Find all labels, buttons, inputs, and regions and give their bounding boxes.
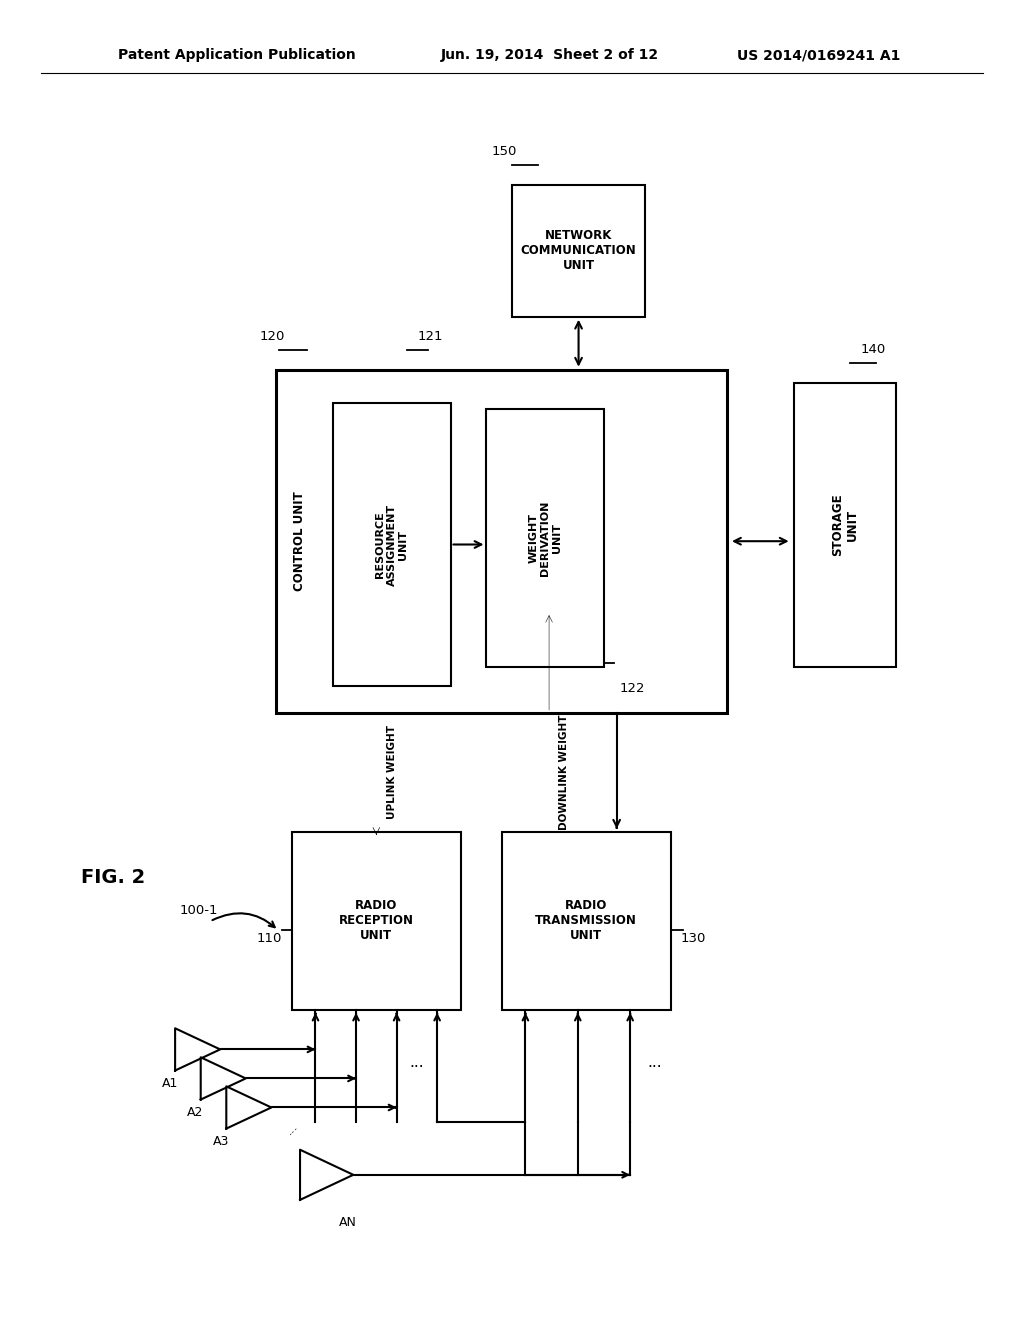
Text: FIG. 2: FIG. 2 <box>81 869 144 887</box>
Text: CONTROL UNIT: CONTROL UNIT <box>293 491 305 591</box>
Polygon shape <box>300 1150 353 1200</box>
Text: 130: 130 <box>681 932 707 945</box>
Bar <box>486 409 604 667</box>
Polygon shape <box>201 1057 246 1100</box>
Text: RADIO
TRANSMISSION
UNIT: RADIO TRANSMISSION UNIT <box>536 899 637 942</box>
Text: 121: 121 <box>418 330 442 343</box>
Text: Patent Application Publication: Patent Application Publication <box>118 49 355 62</box>
Text: 100-1: 100-1 <box>179 904 218 917</box>
Polygon shape <box>226 1086 271 1129</box>
Bar <box>292 832 461 1010</box>
Text: Jun. 19, 2014  Sheet 2 of 12: Jun. 19, 2014 Sheet 2 of 12 <box>440 49 658 62</box>
Polygon shape <box>175 1028 220 1071</box>
Bar <box>333 403 451 686</box>
Text: ...: ... <box>410 1055 424 1071</box>
Text: 150: 150 <box>492 145 517 158</box>
Text: A3: A3 <box>213 1135 229 1148</box>
Text: AN: AN <box>339 1216 357 1229</box>
Text: US 2014/0169241 A1: US 2014/0169241 A1 <box>737 49 901 62</box>
Text: 110: 110 <box>256 932 282 945</box>
Text: RESOURCE
ASSIGNMENT
UNIT: RESOURCE ASSIGNMENT UNIT <box>375 503 409 586</box>
Text: 140: 140 <box>860 343 886 356</box>
Text: UPLINK WEIGHT: UPLINK WEIGHT <box>387 725 396 820</box>
Bar <box>794 383 896 667</box>
Text: DOWNLINK WEIGHT: DOWNLINK WEIGHT <box>559 714 569 830</box>
Text: A2: A2 <box>187 1106 204 1119</box>
Text: A1: A1 <box>162 1077 178 1090</box>
Bar <box>512 185 645 317</box>
Bar <box>502 832 671 1010</box>
Text: 120: 120 <box>259 330 285 343</box>
Text: ...: ... <box>283 1119 301 1138</box>
Bar <box>276 370 727 713</box>
Text: 122: 122 <box>620 682 645 696</box>
Text: NETWORK
COMMUNICATION
UNIT: NETWORK COMMUNICATION UNIT <box>520 230 637 272</box>
Text: STORAGE
UNIT: STORAGE UNIT <box>830 494 859 556</box>
Text: ...: ... <box>648 1055 663 1071</box>
Text: WEIGHT
DERIVATION
UNIT: WEIGHT DERIVATION UNIT <box>528 500 562 576</box>
Text: RADIO
RECEPTION
UNIT: RADIO RECEPTION UNIT <box>339 899 414 942</box>
